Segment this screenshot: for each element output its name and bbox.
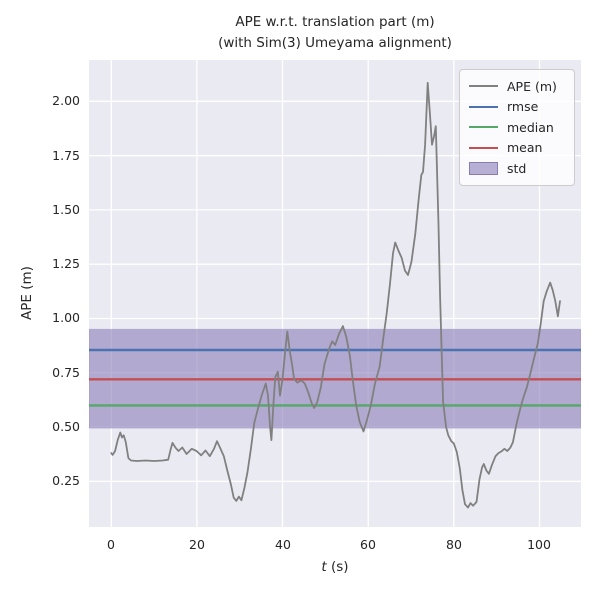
legend-item-median: median [469, 117, 565, 138]
legend-std-label: std [507, 160, 527, 176]
x-axis-label: t (s) [89, 559, 581, 575]
y-tick-label: 0.75 [52, 365, 80, 380]
y-tick-label: 0.50 [52, 419, 80, 434]
x-axis-label-unit: (s) [326, 559, 349, 575]
x-tick-label: 60 [360, 537, 376, 552]
legend-ape-line-swatch [469, 85, 498, 88]
legend-median-label: median [507, 119, 554, 135]
y-tick-label: 0.25 [52, 473, 80, 488]
x-tick-label: 20 [189, 537, 205, 552]
legend-rmse-line-swatch [469, 105, 498, 108]
legend-std-patch-swatch [469, 161, 498, 175]
legend-mean-label: mean [507, 140, 543, 156]
y-tick-label: 1.00 [52, 310, 80, 325]
legend-item-rmse: rmse [469, 97, 565, 118]
legend-rmse-label: rmse [507, 99, 539, 115]
legend: APE (m) rmse median mean std [459, 69, 575, 186]
legend-item-mean: mean [469, 138, 565, 159]
chart-title: APE w.r.t. translation part (m) (with Si… [89, 12, 581, 53]
y-tick-label: 2.00 [52, 93, 80, 108]
x-tick-label: 100 [527, 537, 551, 552]
ape-line [110, 81, 561, 509]
legend-median-line-swatch [469, 126, 498, 129]
legend-item-std: std [469, 158, 565, 179]
chart-title-line2: (with Sim(3) Umeyama alignment) [218, 34, 452, 51]
x-tick-label: 0 [107, 537, 115, 552]
y-tick-label: 1.25 [52, 256, 80, 271]
y-tick-label: 1.50 [52, 202, 80, 217]
x-tick-label: 40 [275, 537, 291, 552]
chart-title-line1: APE w.r.t. translation part (m) [235, 14, 435, 30]
y-tick-label: 1.75 [52, 148, 80, 163]
legend-mean-line-swatch [469, 146, 498, 149]
x-tick-label: 80 [446, 537, 462, 552]
x-axis-label-variable: t [321, 559, 327, 575]
legend-ape-label: APE (m) [507, 78, 557, 94]
legend-item-ape: APE (m) [469, 76, 565, 97]
plot-canvas [89, 60, 581, 527]
